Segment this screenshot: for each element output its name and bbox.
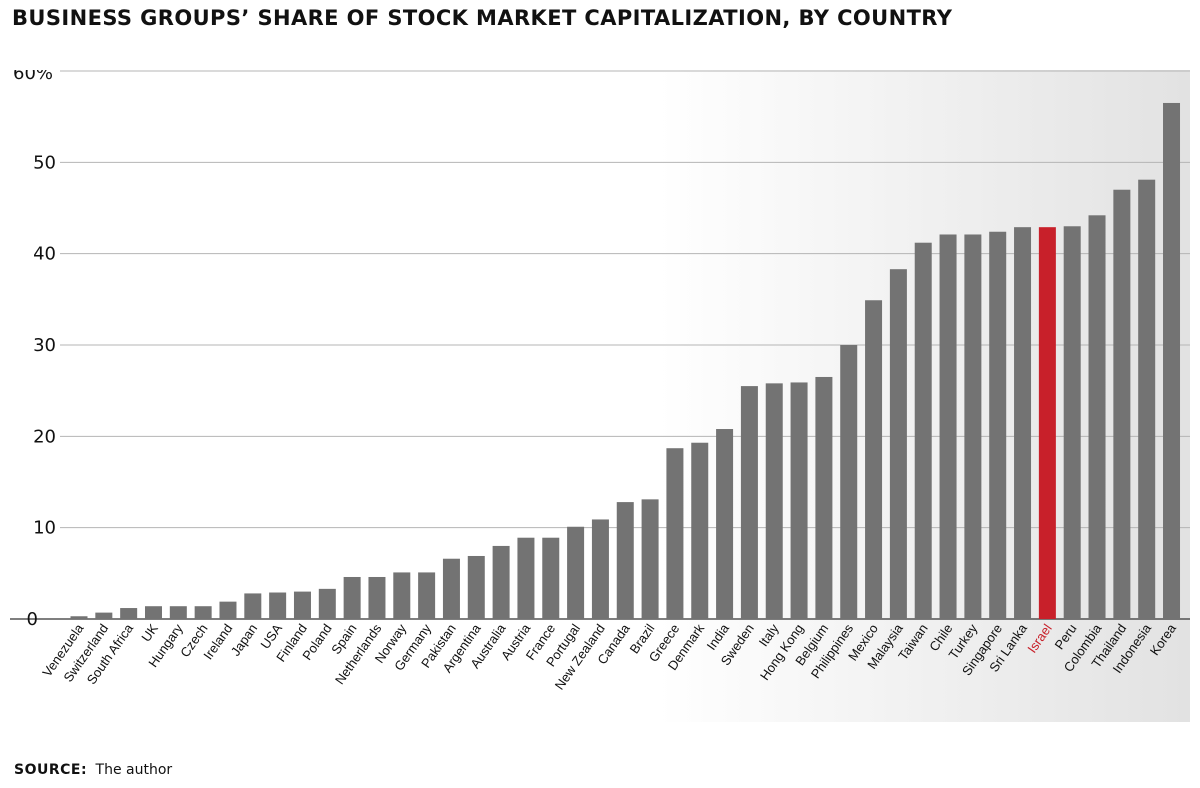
bar xyxy=(467,555,485,619)
bar xyxy=(815,376,833,619)
bar xyxy=(269,592,287,619)
x-tick-label: Israel xyxy=(1024,621,1055,656)
y-tick-label: 50 xyxy=(33,152,56,173)
bar xyxy=(70,616,88,619)
y-tick-label: 0 xyxy=(27,609,38,630)
bar xyxy=(517,537,535,619)
bars xyxy=(70,102,1181,619)
bar xyxy=(144,606,162,619)
source-text: The author xyxy=(95,762,173,778)
bar xyxy=(641,499,659,619)
bar xyxy=(418,572,436,619)
bar xyxy=(989,231,1007,619)
bar xyxy=(716,429,734,619)
bar xyxy=(1014,227,1032,619)
bar xyxy=(666,448,684,619)
bar xyxy=(293,591,311,619)
bar xyxy=(691,442,709,619)
bar xyxy=(1088,215,1106,619)
bar xyxy=(765,383,783,619)
source-note: SOURCE: The author xyxy=(14,762,172,778)
bar xyxy=(740,386,758,619)
bar xyxy=(194,606,212,619)
bar xyxy=(840,345,858,619)
bar xyxy=(939,234,957,619)
bar xyxy=(442,558,460,619)
y-axis-ticks: 0 10 20 30 40 50 60% xyxy=(13,70,56,630)
bar xyxy=(393,572,411,619)
bar xyxy=(1138,179,1156,619)
y-tick-label: 30 xyxy=(33,335,56,356)
x-tick-label: Korea xyxy=(1147,620,1180,658)
x-tick-label: UK xyxy=(138,621,161,645)
bar xyxy=(914,242,932,619)
bar xyxy=(95,612,113,619)
bar xyxy=(790,382,808,619)
bar xyxy=(865,300,883,619)
bar xyxy=(542,537,560,619)
bar xyxy=(591,519,609,619)
bar xyxy=(616,502,634,619)
bar xyxy=(1038,227,1056,619)
chart-title: BUSINESS GROUPS’ SHARE OF STOCK MARKET C… xyxy=(12,6,953,30)
bar xyxy=(219,601,237,619)
source-label: SOURCE: xyxy=(14,762,88,778)
chart-area: 0 10 20 30 40 50 60% Venezuela Switzerland South… xyxy=(10,70,1190,722)
bar xyxy=(368,576,386,619)
y-tick-label: 60% xyxy=(13,70,53,84)
bar xyxy=(1063,226,1081,619)
y-tick-label: 10 xyxy=(33,518,56,539)
bar xyxy=(1113,189,1131,619)
bar xyxy=(492,545,510,619)
bar xyxy=(567,526,585,619)
bar xyxy=(964,234,982,619)
bar xyxy=(1163,102,1181,619)
bar xyxy=(120,608,138,619)
bar xyxy=(343,576,361,619)
bar xyxy=(889,269,907,619)
y-tick-label: 20 xyxy=(33,426,56,447)
bar-chart: 0 10 20 30 40 50 60% VenezuelaSwitzerlandSouth… xyxy=(10,70,1190,692)
x-tick-label: Japan xyxy=(228,621,261,659)
y-tick-label: 40 xyxy=(33,244,56,265)
bar xyxy=(169,606,187,619)
bar xyxy=(318,588,336,619)
bar xyxy=(244,593,262,619)
